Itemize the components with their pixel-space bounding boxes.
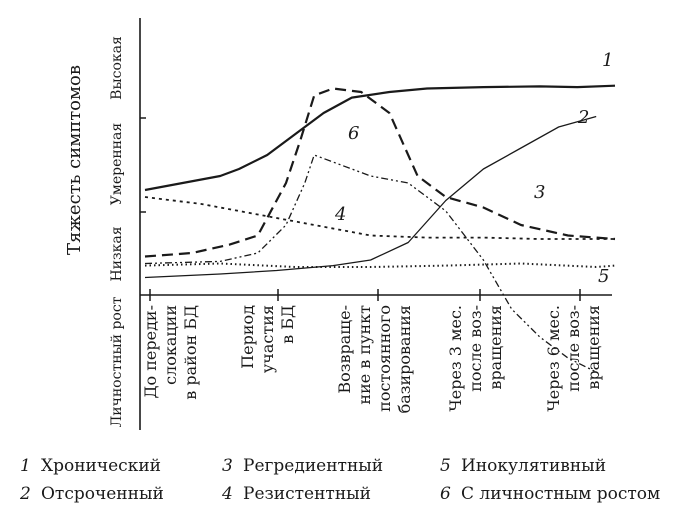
series-label-6: 6	[348, 123, 359, 144]
x-category-2-line-3: базирования	[395, 305, 414, 413]
legend-number-5: 5	[440, 456, 451, 476]
legend-item-1: 1 Хронический	[20, 456, 161, 476]
series-line-5	[144, 262, 616, 268]
legend-number-6: 6	[440, 484, 451, 504]
y-level-mid: Умеренная	[109, 123, 125, 206]
legend-text-4: Резистентный	[243, 484, 371, 504]
x-category-2: Возвраще-ние в пункт постоянного базирован…	[335, 305, 414, 414]
legend-number-1: 1	[20, 456, 31, 476]
x-category-0: До переди-слокации в район БД	[141, 305, 200, 400]
x-category-3: Через 3 мес. после воз-вращения	[446, 305, 505, 412]
legend-number-4: 4	[221, 484, 233, 504]
x-category-1: Период участия в БД	[238, 305, 297, 373]
x-category-0-line-2: в район БД	[181, 305, 200, 400]
x-category-1-line-2: в БД	[278, 305, 297, 344]
x-category-0-line-1: слокации	[161, 305, 180, 385]
legend-text-5: Инокулятивный	[461, 456, 606, 476]
x-category-3-line-2: вращения	[486, 305, 505, 390]
x-category-2-line-2: постоянного	[375, 305, 394, 412]
x-category-1-line-0: Период	[238, 305, 257, 369]
x-category-3-line-1: после воз-	[466, 305, 485, 392]
personal-growth-label: Личностный рост	[109, 296, 125, 427]
series-line-2	[144, 115, 597, 279]
x-category-4: Через 6 мес. после воз-вращения	[544, 305, 603, 412]
series-labels: 1 2 3 4 5 6	[334, 50, 613, 287]
x-category-0-line-0: До переди-	[141, 305, 160, 399]
series-group	[144, 84, 616, 373]
series-line-1	[144, 84, 616, 192]
y-level-high: Высокая	[109, 36, 125, 100]
legend-text-2: Отсроченный	[41, 484, 164, 504]
x-category-3-line-0: Через 3 мес.	[446, 305, 465, 412]
y-level-low: Низкая	[109, 226, 125, 281]
x-category-2-line-1: ние в пункт	[355, 305, 374, 405]
series-label-5: 5	[598, 266, 609, 287]
series-label-2: 2	[577, 107, 589, 128]
series-line-4	[144, 196, 615, 240]
legend-item-4: 4 Резистентный	[221, 484, 371, 504]
legend-item-5: 5 Инокулятивный	[440, 456, 606, 476]
x-category-labels: До переди-слокации в район БД Период участи…	[141, 305, 603, 414]
legend-text-3: Регредиентный	[243, 456, 383, 476]
legend-item-2: 2 Отсроченный	[19, 484, 164, 504]
x-category-4-line-0: Через 6 мес.	[544, 305, 563, 412]
legend-number-3: 3	[222, 456, 233, 476]
legend-text-1: Хронический	[41, 456, 161, 476]
x-category-4-line-2: вращения	[584, 305, 603, 390]
x-category-4-line-1: после воз-	[564, 305, 583, 392]
legend-item-6: 6 С личностным ростом	[440, 484, 660, 504]
series-label-3: 3	[534, 182, 545, 203]
series-label-1: 1	[602, 50, 613, 71]
series-label-4: 4	[334, 204, 346, 225]
legend-number-2: 2	[19, 484, 31, 504]
legend-item-3: 3 Регредиентный	[222, 456, 383, 476]
legend: 1 Хронический 3 Регредиентный 5 Инокулятивный…	[19, 456, 660, 504]
y-axis-title: Тяжесть симптомов	[64, 65, 85, 255]
legend-text-6: С личностным ростом	[461, 484, 660, 504]
x-category-1-line-1: участия	[258, 305, 277, 373]
x-category-2-line-0: Возвраще-	[335, 305, 354, 394]
series-line-3	[144, 87, 616, 258]
